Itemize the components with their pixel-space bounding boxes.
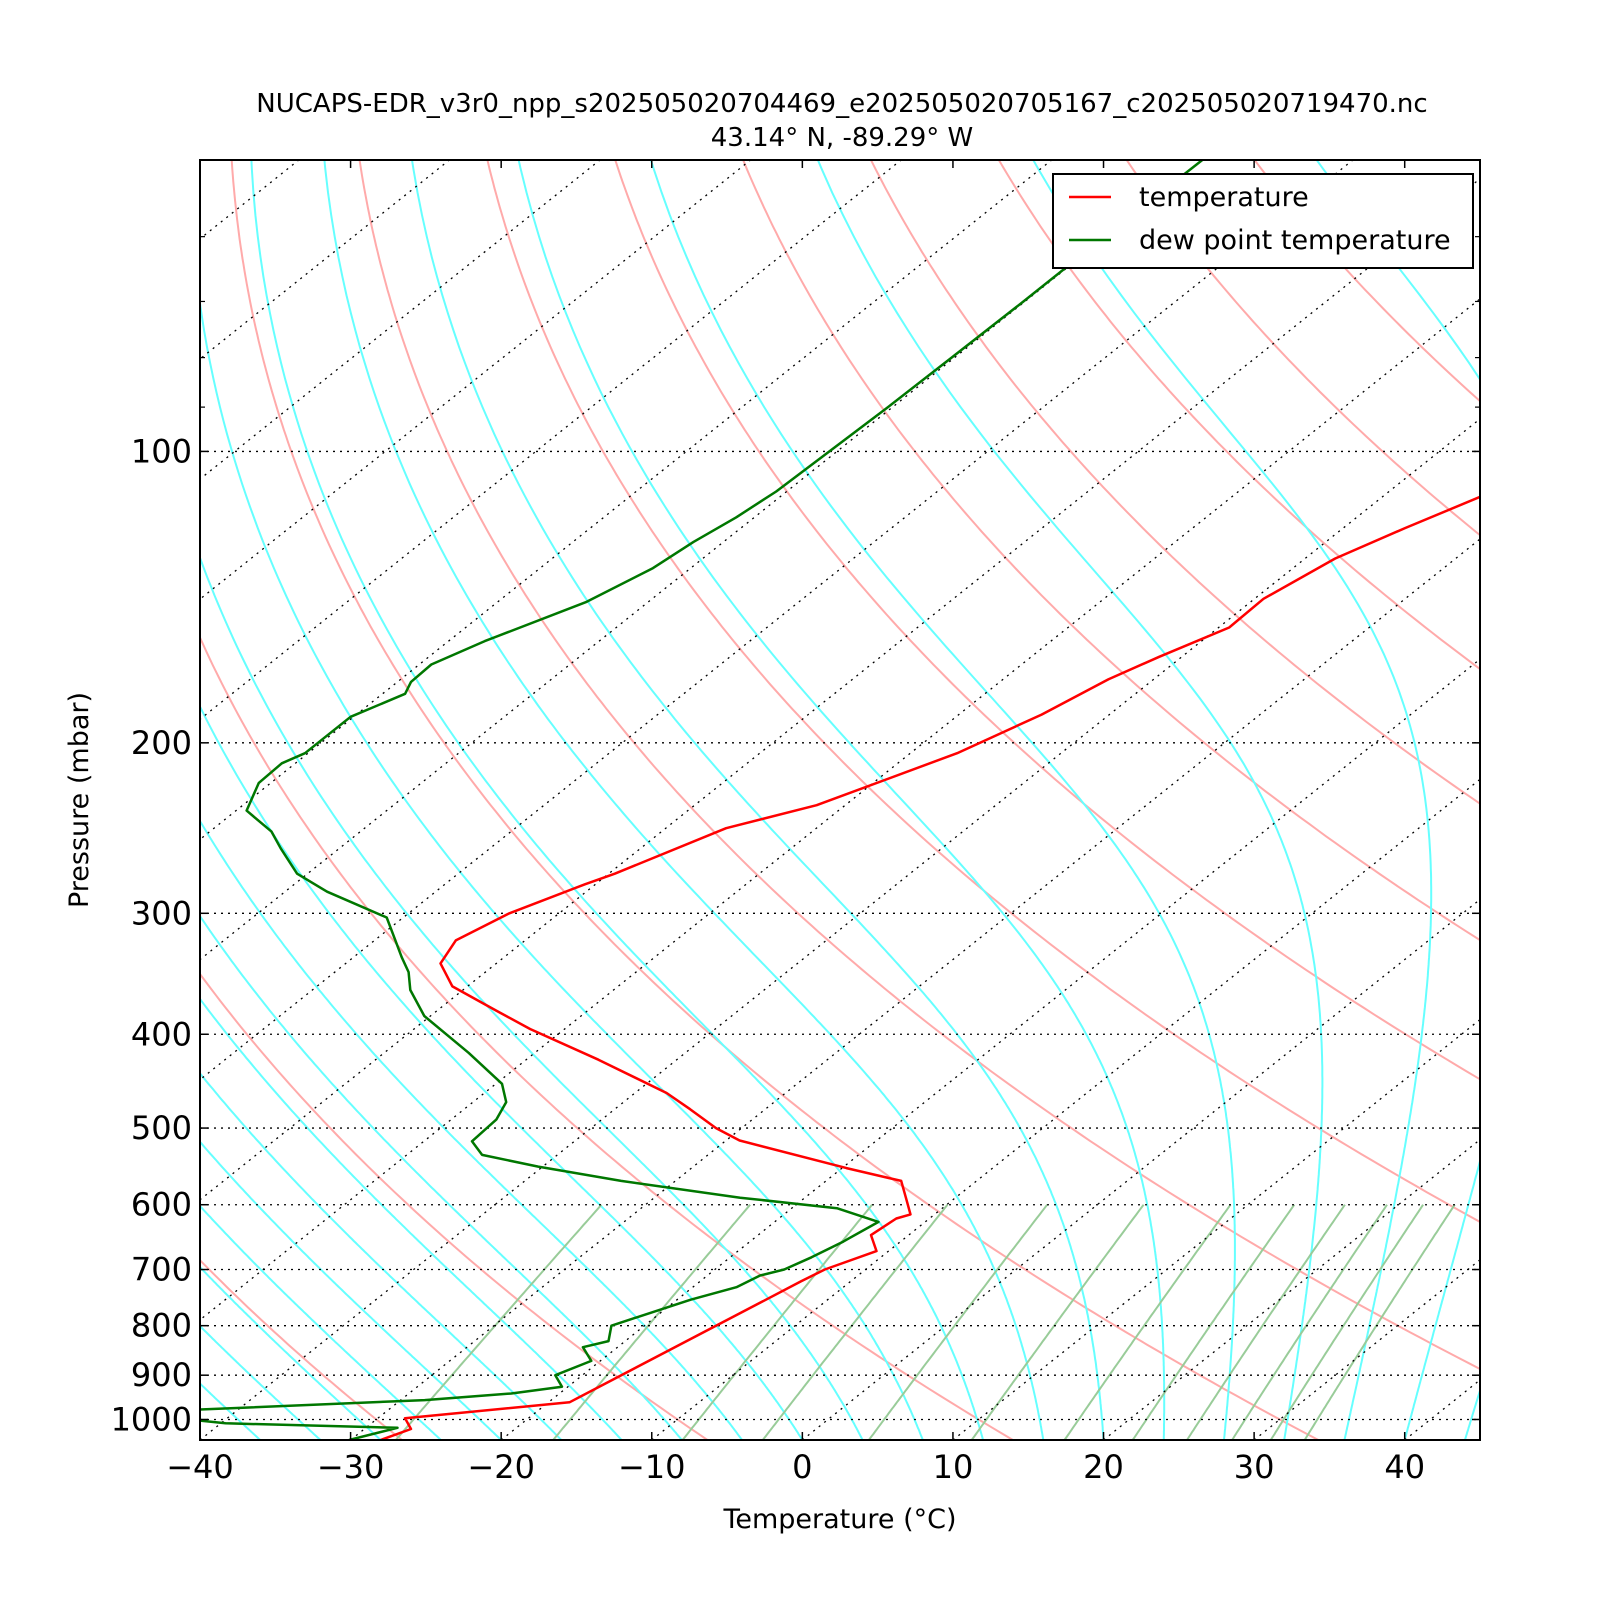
x-tick-label: −20: [467, 1448, 535, 1486]
dry-adiabat-line: [486, 160, 1480, 1224]
moist-adiabat-line: [200, 1204, 442, 1440]
sounding-profiles: [200, 160, 1480, 1440]
x-tick-label: −30: [317, 1448, 385, 1486]
mixing-ratio-line: [1269, 1204, 1424, 1440]
moist-adiabat-line: [200, 997, 623, 1440]
mixing-ratio-line: [970, 1204, 1145, 1440]
dry-adiabat-line: [358, 160, 1480, 1371]
y-tick-label: 200: [131, 724, 192, 762]
dry-adiabat-line: [1253, 160, 1480, 403]
background-guide-lines: [200, 160, 1480, 1440]
x-tick-label: 30: [1234, 1448, 1275, 1486]
x-tick-label: 40: [1384, 1448, 1425, 1486]
moist-adiabat-line: [200, 296, 924, 1440]
moist-adiabat-line: [649, 160, 1236, 1440]
dewpoint-line: [200, 160, 1204, 1440]
moist-adiabat-line: [200, 704, 804, 1440]
x-tick-label: 10: [933, 1448, 974, 1486]
y-tick-label: 900: [131, 1356, 192, 1394]
y-tick-label: 600: [131, 1186, 192, 1224]
dry-adiabat-line: [230, 160, 1319, 1440]
mixing-ratio-line: [1131, 1204, 1296, 1440]
chart-title: NUCAPS-EDR_v3r0_npp_s202505020704469_e20…: [256, 89, 1427, 119]
moist-adiabat-line: [200, 1265, 382, 1440]
moist-adiabat-line: [411, 160, 1105, 1440]
dry-adiabat-line: [200, 972, 708, 1440]
x-axis-label: Temperature (°C): [722, 1504, 956, 1535]
moist-adiabat-line: [200, 914, 683, 1440]
x-tick-label: −40: [166, 1448, 234, 1486]
x-tick-label: 20: [1083, 1448, 1124, 1486]
y-tick-label: 1000: [111, 1400, 192, 1438]
dry-adiabat-line: [200, 635, 1014, 1440]
legend-label-dewpoint: dew point temperature: [1139, 225, 1451, 256]
dry-adiabat-line: [869, 160, 1480, 805]
y-tick-label: 700: [131, 1251, 192, 1289]
dry-adiabat-line: [614, 160, 1480, 1081]
y-tick-label: 500: [131, 1109, 192, 1147]
y-axis-label: Pressure (mbar): [64, 692, 95, 908]
mixing-ratio-line: [762, 1204, 949, 1440]
moist-adiabat-line: [200, 1324, 322, 1440]
y-tick-label: 400: [131, 1015, 192, 1053]
moist-adiabat-line: [200, 1140, 502, 1440]
plot-area-frame: [199, 159, 1481, 1441]
moist-adiabat-line: [200, 1071, 563, 1440]
chart-subtitle: 43.14° N, -89.29° W: [711, 123, 973, 153]
moist-adiabat-line: [1032, 160, 1433, 1440]
y-tick-label: 100: [131, 432, 192, 470]
dry-adiabat-line: [997, 160, 1480, 671]
mixing-ratio-line: [681, 1204, 873, 1440]
temperature-line: [380, 495, 1480, 1440]
moist-adiabat-line: [1315, 160, 1480, 1440]
legend-label-temperature: temperature: [1139, 182, 1309, 213]
mixing-ratio-line: [1303, 1204, 1456, 1440]
moist-adiabat-line: [816, 160, 1324, 1440]
dry-adiabat-line: [742, 160, 1480, 942]
mixing-ratio-line: [1063, 1204, 1232, 1440]
mixing-ratio-line: [868, 1204, 1048, 1440]
axis-ticks: −40 −30 −20 −10 0 10 20 30 40 100 200 300 400 500 600 7…: [111, 159, 1480, 1486]
mixing-ratio-line: [1186, 1204, 1346, 1440]
legend-box: [1052, 173, 1474, 269]
legend: temperature dew point temperature: [1052, 173, 1474, 269]
x-tick-label: −10: [618, 1448, 686, 1486]
x-tick-label: 0: [792, 1448, 812, 1486]
y-tick-label: 300: [131, 894, 192, 932]
mixing-ratio-line: [1231, 1204, 1388, 1440]
mixing-ratio-line: [552, 1204, 751, 1440]
y-tick-label: 800: [131, 1307, 192, 1345]
moist-adiabat-line: [200, 819, 743, 1440]
mixing-ratio-line: [395, 1204, 603, 1440]
moist-adiabat-line: [517, 160, 1166, 1440]
dry-adiabat-line: [1125, 160, 1480, 537]
moist-adiabat-line: [323, 160, 1045, 1440]
